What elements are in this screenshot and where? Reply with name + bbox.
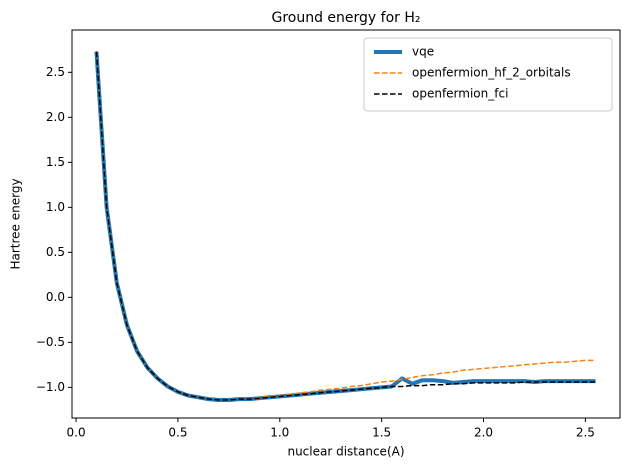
x-tick-label: 2.5 [576,426,595,440]
x-tick-label: 2.0 [474,426,493,440]
legend-label: openfermion_hf_2_orbitals [412,66,571,80]
y-tick-label: 1.5 [46,155,65,169]
y-tick-label: −1.0 [36,380,65,394]
y-tick-label: 2.0 [46,110,65,124]
y-tick-label: 1.0 [46,200,65,214]
y-axis-label: Hartree energy [9,178,23,269]
chart-title: Ground energy for H₂ [271,10,420,26]
x-axis-label: nuclear distance(A) [287,445,404,459]
series-line [95,51,596,401]
y-tick-label: 0.5 [46,245,65,259]
plot-frame [71,29,621,419]
x-tick-label: 1.5 [372,426,391,440]
x-tick-label: 1.0 [270,426,289,440]
x-tick-label: 0.5 [168,426,187,440]
legend-label: openfermion_fci [412,87,508,101]
y-tick-label: 2.5 [46,65,65,79]
y-tick-label: 0.0 [46,290,65,304]
y-tick-label: −0.5 [36,335,65,349]
legend-box [363,37,613,112]
x-tick-label: 0.0 [67,426,86,440]
legend-label: vqe [412,45,434,59]
